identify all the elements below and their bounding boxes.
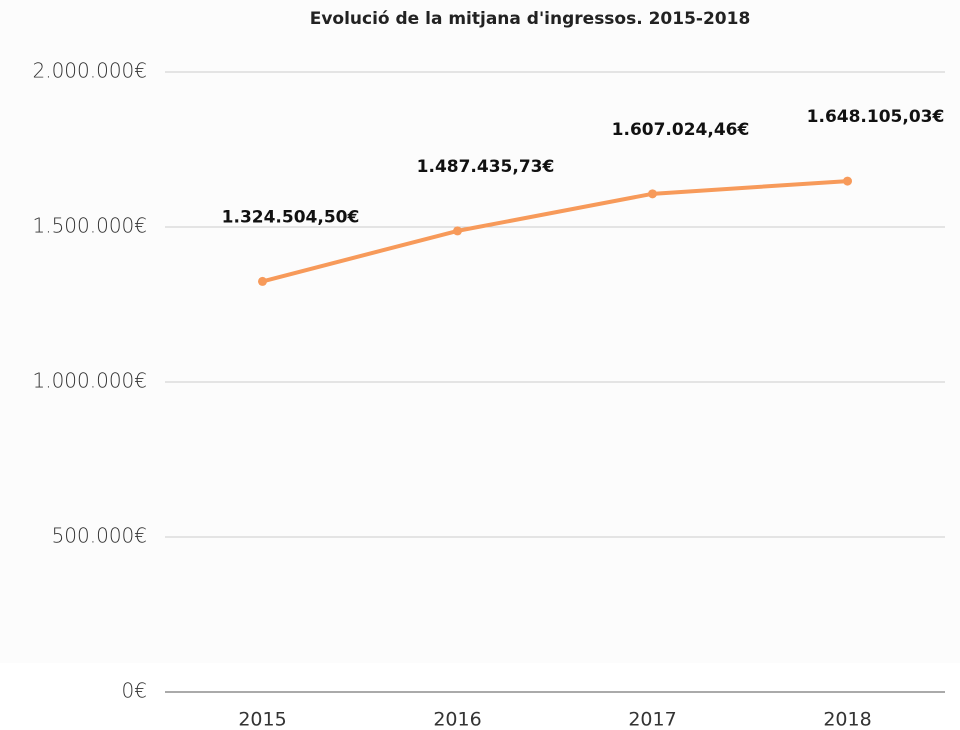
- point: [843, 176, 852, 186]
- y-tick-label: 1.000.000€: [32, 369, 147, 393]
- x-tick-label: 2016: [433, 709, 481, 730]
- y-tick-label: 2.000.000€: [32, 59, 147, 83]
- value-label: 1.324.504,50€: [222, 207, 360, 227]
- point: [453, 226, 462, 236]
- point: [648, 189, 657, 199]
- y-tick-label: 0€: [122, 679, 147, 703]
- x-tick-label: 2017: [628, 709, 676, 730]
- y-tick-label: 500.000€: [52, 524, 147, 548]
- line: [261, 179, 848, 284]
- point: [258, 276, 267, 286]
- x-tick-label: 2015: [238, 709, 286, 730]
- y-tick-label: 1.500.000€: [32, 214, 147, 238]
- x-tick-label: 2018: [823, 709, 871, 730]
- value-label: 1.607.024,46€: [612, 120, 750, 140]
- chart-title: Evolució de la mitjana d'ingressos. 2015…: [310, 9, 751, 29]
- background: [0, 0, 960, 663]
- value-label: 1.648.105,03€: [807, 107, 945, 127]
- value-label: 1.487.435,73€: [417, 157, 555, 177]
